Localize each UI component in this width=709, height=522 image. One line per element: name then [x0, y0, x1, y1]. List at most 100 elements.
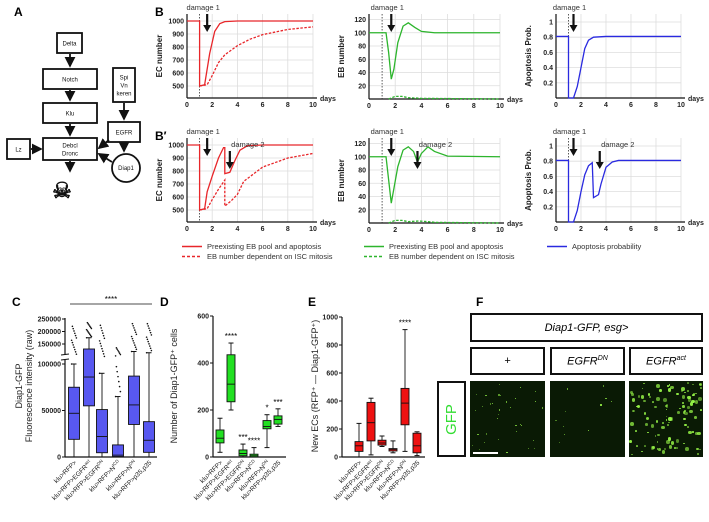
outlier-point — [115, 347, 118, 349]
outlier-point — [98, 340, 101, 342]
gfp-cell — [475, 409, 477, 411]
y-tick-label: 0.4 — [543, 189, 553, 196]
gfp-cell — [696, 452, 700, 456]
outlier-point — [133, 327, 135, 329]
x-tick-label: 2 — [210, 102, 214, 109]
category-superscript: DN — [399, 458, 407, 466]
gfp-cell — [528, 448, 530, 450]
significance-stars: * — [265, 404, 268, 413]
gfp-cell — [648, 395, 652, 399]
damage-label: damage 1 — [371, 127, 404, 136]
gfp-cell — [692, 393, 695, 397]
diagram-box-lz — [6, 138, 31, 160]
gfp-cell — [675, 439, 680, 443]
y-tick-label: 1000 — [168, 143, 184, 150]
gfp-cell — [505, 401, 507, 403]
y-axis-label: Number of Diap1-GFP⁺ cells — [169, 328, 179, 443]
diagram-label-notch: Notch — [62, 78, 78, 84]
box-iqr — [226, 354, 236, 403]
x-tick-label: 6 — [446, 227, 450, 234]
outlier-point — [88, 324, 90, 326]
outlier-point — [99, 342, 102, 345]
gfp-cell — [476, 393, 478, 395]
outlier-point — [146, 322, 149, 325]
diagram-label-klu: Klu — [66, 112, 75, 118]
outlier-point — [89, 326, 92, 329]
outlier-point — [100, 345, 102, 347]
gfp-cell — [689, 402, 694, 406]
panel-f-col-3: EGFRact — [629, 347, 703, 375]
outlier-point — [90, 327, 93, 330]
outlier-point — [74, 348, 76, 351]
y-tick-label: 700 — [172, 182, 184, 189]
significance-stars: **** — [105, 295, 117, 304]
outlier-point — [103, 355, 106, 358]
significance-stars: **** — [225, 332, 237, 341]
damage-arrowhead-icon — [387, 149, 396, 156]
damage-arrowhead-icon — [203, 149, 212, 156]
gfp-cell — [515, 424, 517, 426]
y-tick-label: 20 — [358, 207, 366, 214]
gfp-cell — [481, 406, 484, 408]
y-tick-label: 100 — [354, 30, 366, 37]
gfp-cell — [684, 410, 686, 412]
x-tick-label: 4 — [604, 102, 608, 109]
damage-label: damage 1 — [553, 3, 586, 12]
gfp-cell — [498, 383, 500, 386]
axis-break-icon — [61, 355, 69, 360]
outlier-point — [118, 352, 121, 354]
x-tick-label: 10 — [309, 102, 317, 109]
gfp-cell — [696, 447, 699, 451]
gfp-cell — [687, 382, 689, 384]
gfp-cell — [644, 445, 646, 447]
category-superscript: ICD — [111, 458, 121, 468]
outlier-point — [88, 332, 90, 334]
outlier-point — [147, 325, 149, 327]
box-iqr — [96, 409, 108, 454]
diagram-arrow — [97, 138, 110, 150]
x-tick-label: 4 — [604, 226, 608, 233]
gfp-cell — [635, 430, 637, 432]
series-line-dashed — [388, 95, 501, 100]
gfp-cell — [692, 383, 694, 386]
outlier-point — [102, 332, 104, 334]
outlier-point — [71, 341, 74, 344]
significance-stars: *** — [273, 398, 282, 407]
outlier-point — [130, 335, 133, 338]
y-tick-label: 700 — [172, 58, 184, 65]
outlier-point — [85, 328, 88, 331]
gfp-image-control — [470, 381, 545, 457]
gfp-cell — [483, 441, 485, 444]
gfp-cell — [631, 393, 634, 396]
y-tick-label: 800 — [172, 169, 184, 176]
damage-arrowhead-icon — [387, 25, 396, 32]
diagram-node-diap1 — [111, 153, 141, 183]
outlier-point — [73, 330, 75, 332]
gfp-cell — [645, 423, 648, 426]
damage-arrowhead-icon — [569, 149, 578, 156]
gfp-cell — [555, 420, 557, 422]
gfp-image-egfr-dn — [550, 381, 625, 457]
gfp-cell — [686, 389, 690, 393]
box-iqr — [354, 441, 364, 452]
gfp-cell — [636, 404, 641, 409]
outlier-point — [146, 338, 149, 341]
category-superscript: DN — [96, 458, 104, 466]
y-tick-label: 800 — [326, 343, 338, 350]
skull-crossbones-icon: ☠ — [52, 178, 72, 203]
panel-f-title: Diap1-GFP, esg> — [470, 313, 703, 342]
outlier-point — [117, 349, 119, 352]
x-tick-label: 2 — [579, 226, 583, 233]
diagram-label-delta: Delta — [62, 42, 77, 48]
y-axis-label: Apoptosis Prob. — [524, 25, 533, 87]
damage-label: damage 2 — [231, 140, 264, 149]
gfp-cell — [643, 412, 647, 415]
outlier-point — [90, 335, 93, 338]
y-tick-label: 500 — [172, 84, 184, 91]
panel-label-F: F — [476, 295, 483, 309]
col-label: EGFRDN — [567, 354, 608, 368]
gfp-cell — [657, 433, 660, 437]
outlier-point — [135, 348, 138, 351]
gfp-cell — [688, 430, 692, 435]
panel-label-B: B — [155, 5, 164, 19]
